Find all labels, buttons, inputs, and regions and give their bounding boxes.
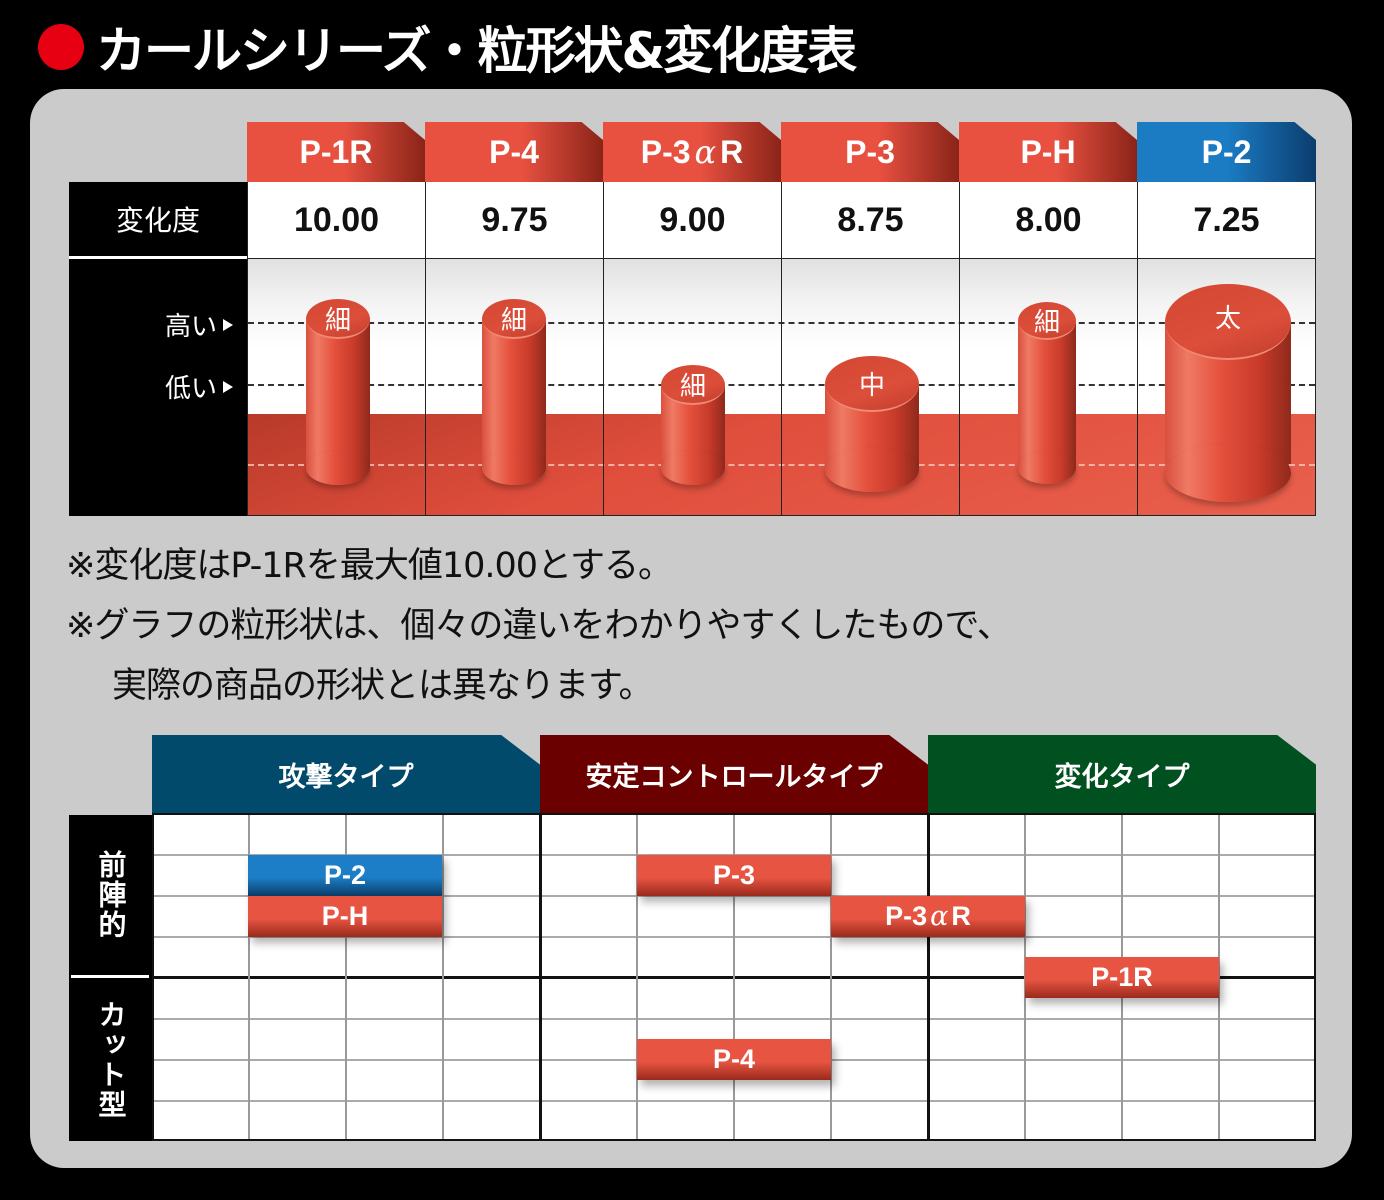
bar-label: P-H xyxy=(321,901,369,931)
cylinder-top-label: 細 xyxy=(1018,302,1076,340)
cylinder-body xyxy=(1018,322,1076,468)
row-label-front: 前陣的 xyxy=(69,815,152,975)
alpha-glyph: α xyxy=(694,133,717,171)
cylinder-top-label: 細 xyxy=(661,365,725,405)
axis-low-label: 低い xyxy=(165,368,233,405)
value-cell-p4: 9.75 xyxy=(425,182,603,258)
cylinder-bottom xyxy=(306,451,370,485)
tab-label: P-3 xyxy=(845,133,895,170)
category-label: 変化タイプ xyxy=(1054,761,1190,793)
value-cell-p2: 7.25 xyxy=(1137,182,1316,258)
bar-label-suffix: R xyxy=(951,901,971,931)
bar-label: P-4 xyxy=(712,1044,756,1074)
axis-high-label: 高い xyxy=(165,306,233,343)
footnotes: ※変化度はP-1Rを最大値10.00とする。 ※グラフの粒形状は、個々の違いをわ… xyxy=(66,536,1012,716)
bar-label: P-3 xyxy=(885,901,928,931)
note-line-1: ※変化度はP-1Rを最大値10.00とする。 xyxy=(66,546,673,586)
cylinder-bottom xyxy=(1018,452,1076,484)
grid-col-line xyxy=(830,815,832,1139)
product-tab-p1r: P-1R xyxy=(247,122,425,182)
cylinder-top-label: 中 xyxy=(825,356,919,412)
grid-bar-p2: P-2 xyxy=(248,855,442,896)
grain-cylinder-ph: 細 xyxy=(1018,302,1076,484)
grid-bar-p3ar: P-3 α R xyxy=(831,896,1025,937)
value-cell-p1r: 10.00 xyxy=(247,182,425,258)
title-text: カールシリーズ・粒形状&変化度表 xyxy=(96,22,857,80)
row-label-column: 前陣的 カット型 xyxy=(69,815,152,1141)
grain-cylinder-p4: 細 xyxy=(482,299,546,485)
row-label-divider xyxy=(71,975,149,978)
cylinder-top-label: 太 xyxy=(1165,284,1291,360)
tab-label-suffix: R xyxy=(720,133,744,170)
product-tab-p4: P-4 xyxy=(425,122,603,182)
row-label-front-text: 前陣的 xyxy=(94,850,128,940)
cylinder-top-label: 細 xyxy=(482,299,546,339)
triangle-right-icon xyxy=(223,380,233,393)
note-line-3: 実際の商品の形状とは異なります。 xyxy=(112,666,654,706)
grid-col-line xyxy=(1218,815,1220,1139)
row-label-cut-text: カット型 xyxy=(94,999,128,1120)
column-divider xyxy=(781,259,782,515)
grid-bar-ph: P-H xyxy=(248,896,442,937)
product-tab-p2: P-2 xyxy=(1137,122,1316,182)
category-label: 攻撃タイプ xyxy=(278,761,414,793)
tab-label: P-1R xyxy=(299,133,373,170)
grid-group-col-line xyxy=(539,815,542,1139)
category-tab-control: 安定コントロールタイプ xyxy=(540,735,928,813)
row-label-cut: カット型 xyxy=(69,978,152,1141)
cylinder-bottom xyxy=(1165,444,1291,502)
grid-col-line xyxy=(345,815,347,1139)
grid-bar-p1r: P-1R xyxy=(1025,957,1219,998)
grain-shape-graph: 細 細 細 中 細 太 xyxy=(247,258,1316,516)
category-tab-change: 変化タイプ xyxy=(928,735,1316,813)
tab-label: P-4 xyxy=(489,133,539,170)
triangle-right-icon xyxy=(223,318,233,331)
product-tab-p3ar: P-3 α R xyxy=(603,122,781,182)
bar-label: P-3 xyxy=(712,860,756,890)
column-divider xyxy=(603,259,604,515)
cylinder-bottom xyxy=(661,451,725,485)
note-line-2: ※グラフの粒形状は、個々の違いをわかりやすくしたもので、 xyxy=(66,606,1012,646)
value-cell-ph: 8.00 xyxy=(959,182,1137,258)
tab-label: P-H xyxy=(1020,133,1076,170)
axis-low-text: 低い xyxy=(164,374,217,404)
grid-bar-p4: P-4 xyxy=(637,1039,831,1080)
grid-col-line xyxy=(636,815,638,1139)
grid-col-line xyxy=(248,815,250,1139)
grain-cylinder-p2: 太 xyxy=(1165,284,1291,502)
grain-cylinder-p3: 中 xyxy=(825,356,919,492)
cylinder-bottom xyxy=(825,448,919,492)
page-title: カールシリーズ・粒形状&変化度表 xyxy=(38,14,857,80)
category-label: 安定コントロールタイプ xyxy=(585,761,883,793)
grain-cylinder-p1r: 細 xyxy=(306,299,370,485)
product-tab-p3: P-3 xyxy=(781,122,959,182)
bar-label: P-2 xyxy=(323,860,367,890)
grid-group-col-line xyxy=(927,815,930,1139)
cylinder-bottom xyxy=(482,451,546,485)
value-cell-p3: 8.75 xyxy=(781,182,959,258)
grain-cylinder-p3ar: 細 xyxy=(661,365,725,485)
tab-label: P-2 xyxy=(1201,133,1252,170)
grid-col-line xyxy=(733,815,735,1139)
alpha-glyph: α xyxy=(930,901,949,932)
cylinder-top-label: 細 xyxy=(306,299,370,339)
variation-row-label: 変化度 xyxy=(69,182,247,256)
grid-col-line xyxy=(442,815,444,1139)
red-dot-icon xyxy=(38,24,84,70)
column-divider xyxy=(425,259,426,515)
category-tab-attack: 攻撃タイプ xyxy=(152,735,540,813)
variation-label-text: 変化度 xyxy=(115,204,200,237)
axis-high-text: 高い xyxy=(164,312,217,342)
tab-label: P-3 xyxy=(640,133,691,170)
cylinder-body xyxy=(482,319,546,469)
graph-axis-label-column: 高い 低い xyxy=(69,259,247,516)
column-divider xyxy=(959,259,960,515)
column-divider xyxy=(1137,259,1138,515)
grid-bar-p3: P-3 xyxy=(637,855,831,896)
cylinder-body xyxy=(306,319,370,469)
product-tab-ph: P-H xyxy=(959,122,1137,182)
bar-label: P-1R xyxy=(1091,962,1153,992)
label-divider xyxy=(69,256,247,259)
value-cell-p3ar: 9.00 xyxy=(603,182,781,258)
